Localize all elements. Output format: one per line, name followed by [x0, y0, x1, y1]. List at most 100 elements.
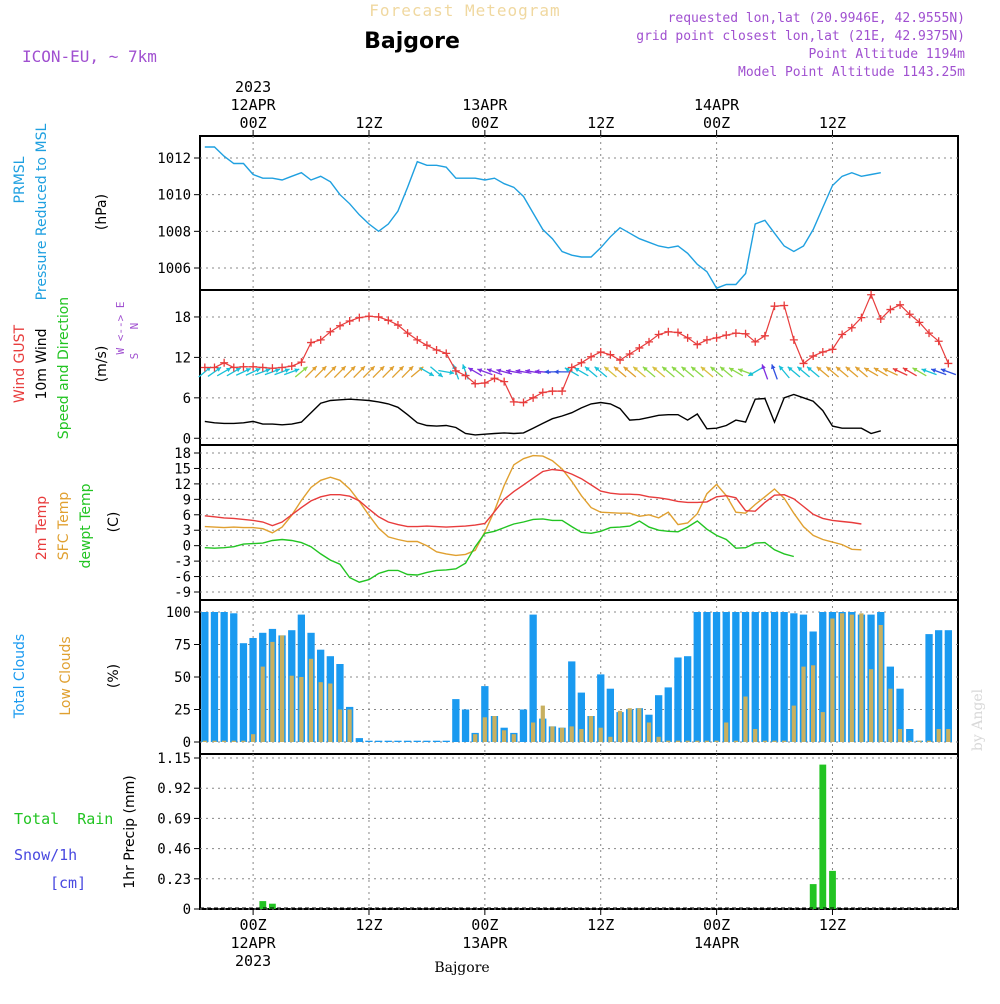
date-label-top: 14APR [694, 96, 740, 114]
wind-vector-head [462, 364, 467, 370]
y-tick-label: 12 [174, 350, 191, 366]
temp-unit: (C) [106, 512, 122, 533]
low-cloud-bar [347, 709, 352, 742]
gust-marker [654, 330, 663, 339]
wind-vector [700, 366, 714, 378]
wind-vector [690, 366, 704, 378]
wind-vector [892, 367, 908, 376]
low-cloud-bar [260, 666, 265, 742]
gust-marker [828, 345, 837, 354]
gust-marker [326, 327, 335, 336]
wind-vector-head [350, 366, 356, 372]
wind-vector-head [449, 370, 455, 375]
gust-marker [616, 356, 625, 365]
low-cloud-bar [859, 613, 864, 742]
total-cloud-bar [722, 612, 730, 742]
total-cloud-bar [693, 612, 701, 742]
gust-marker [838, 330, 847, 339]
gust-marker [287, 362, 296, 371]
wind-vector-head [662, 366, 668, 372]
panel-frame [199, 753, 959, 910]
gust-marker [538, 388, 547, 397]
wind-vector-head [787, 366, 793, 372]
wind-vector [681, 366, 695, 378]
gust-marker [722, 331, 731, 340]
gust-marker [847, 323, 856, 332]
wind-vector [806, 366, 820, 378]
low-cloud-bar [569, 726, 574, 742]
y-tick-label: -6 [174, 570, 191, 586]
low-cloud-bar [724, 722, 729, 742]
total-cloud-bar [403, 740, 412, 742]
wind-vector-head [797, 366, 803, 372]
wind-vector [719, 366, 733, 378]
total-cloud-bar [452, 699, 460, 742]
time-label-bottom: 12Z [819, 916, 846, 934]
gust-marker [731, 329, 740, 338]
gust-marker [780, 301, 789, 310]
low-cloud-bar [318, 682, 323, 742]
wind-vector-head [835, 366, 841, 372]
total-cloud-bar [712, 612, 721, 742]
wind-vector-head [408, 366, 414, 372]
temp-label-sfc: SFC Temp [56, 492, 72, 561]
wind-vector-head [360, 366, 365, 372]
total-cloud-bar [780, 612, 788, 742]
plot-area: 1006100810101012061218-9-6-3036912151802… [157, 78, 959, 970]
year-label-top: 2023 [235, 78, 271, 96]
y-tick-label: 100 [166, 605, 191, 621]
gust-marker [297, 358, 306, 367]
wind-vector [382, 365, 395, 378]
wind-vector-head [748, 371, 754, 376]
wind-vector-head [940, 368, 946, 373]
low-cloud-bar [820, 712, 825, 742]
total-cloud-bar [529, 614, 537, 742]
total-cloud-bar [655, 695, 663, 742]
total-cloud-bar [935, 630, 943, 742]
y-tick-label: 1010 [157, 188, 191, 204]
wind-vector [255, 368, 271, 376]
low-cloud-bar [849, 614, 854, 742]
time-label-top: 00Z [703, 114, 730, 132]
low-cloud-bar [540, 705, 545, 742]
wind-vector [930, 368, 947, 376]
wind-vector [419, 367, 435, 377]
gust-marker [673, 328, 682, 337]
station-title: Bajgore [364, 29, 460, 54]
gust-marker [432, 345, 441, 354]
gust-marker [393, 321, 402, 330]
y-tick-label: 0 [183, 431, 191, 447]
year-label-bottom: 2023 [235, 952, 271, 970]
precip-label-snow: Snow/1h [14, 846, 77, 864]
wind-vector-head [671, 366, 677, 372]
gust-marker [702, 335, 711, 344]
wind-vector [902, 367, 917, 377]
wind-vector-head [864, 367, 870, 373]
gust-marker [345, 317, 354, 325]
y-tick-label: 18 [174, 310, 191, 326]
gust-marker [403, 329, 412, 338]
wind-vector-head [779, 365, 784, 371]
total-cloud-bar [249, 638, 257, 742]
precip-unit: 1hr Precip (mm) [122, 775, 138, 888]
wind-vector [438, 369, 455, 375]
y-tick-label: 6 [183, 508, 191, 524]
low-cloud-bar [656, 736, 661, 742]
total-cloud-bar [577, 692, 585, 742]
temp-label-2m: 2m Temp [34, 496, 50, 560]
y-tick-label: 15 [174, 461, 191, 477]
total-cloud-bar [519, 709, 528, 742]
low-cloud-bar [289, 675, 294, 742]
wind-vector-head [594, 366, 600, 372]
low-cloud-bar [231, 740, 236, 742]
date-label-top: 12APR [231, 96, 277, 114]
total-cloud-bar [819, 612, 827, 742]
low-cloud-bar [328, 683, 333, 742]
wind-vector [642, 366, 656, 378]
time-label-top: 00Z [240, 114, 267, 132]
wind-vector [603, 366, 617, 378]
gust-marker [712, 333, 721, 342]
gust-marker [934, 337, 943, 346]
low-cloud-bar [511, 734, 516, 742]
time-label-bottom: 12Z [587, 916, 614, 934]
